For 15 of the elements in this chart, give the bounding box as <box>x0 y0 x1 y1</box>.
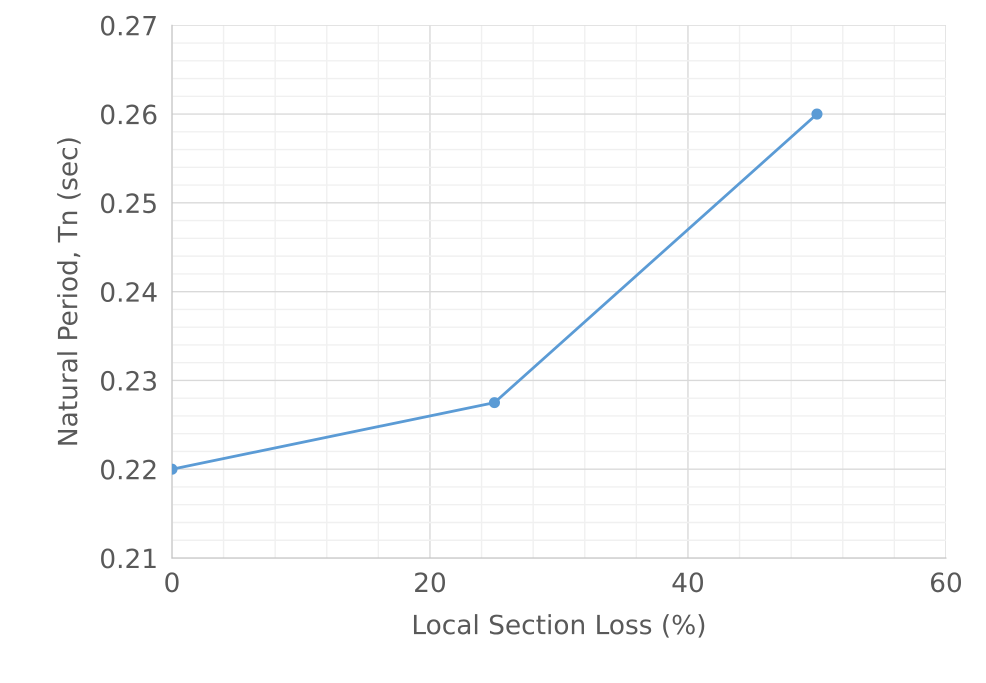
x-tick-label: 0 <box>165 572 179 592</box>
y-tick-label: 0.21 <box>101 548 156 568</box>
y-axis-title: Natural Period, Tn (sec) <box>57 138 81 445</box>
x-tick-label: 40 <box>672 572 703 592</box>
y-tick-label: 0.25 <box>101 193 156 214</box>
y-tick-label: 0.22 <box>101 460 156 480</box>
y-tick-label: 0.27 <box>101 16 156 36</box>
point <box>488 397 500 408</box>
point <box>811 108 823 120</box>
y-tick-label: 0.23 <box>101 370 156 391</box>
y-tick-label: 0.24 <box>101 282 157 302</box>
x-tick-label: 20 <box>415 572 445 592</box>
x-tick-label: 60 <box>931 572 962 592</box>
x-axis-title: Local Section Loss (%) <box>414 614 704 638</box>
y-tick-label: 0.26 <box>101 104 156 124</box>
